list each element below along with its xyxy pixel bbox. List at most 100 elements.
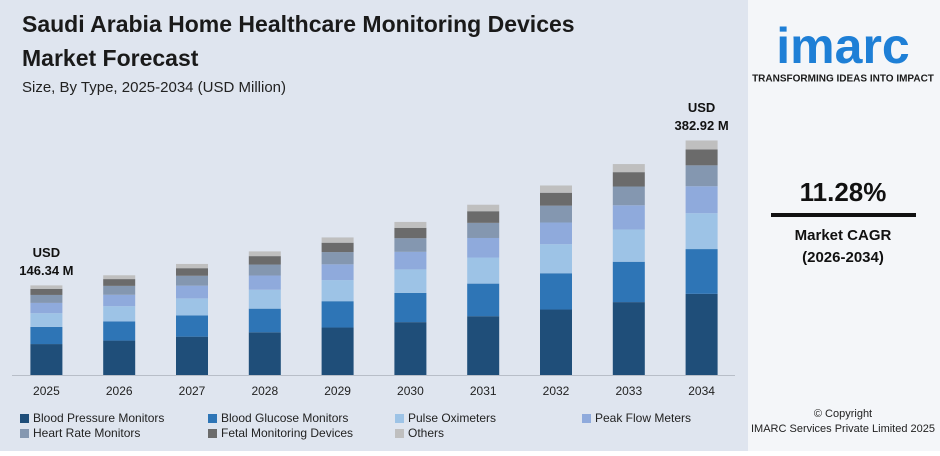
annotation: 146.34 M (19, 263, 73, 278)
bar-segment (612, 164, 645, 173)
x-tick-label: 2034 (688, 384, 715, 398)
sidebar-background (748, 0, 940, 451)
bar-segment (612, 172, 645, 187)
bar-segment (321, 237, 354, 243)
bar-segment (540, 192, 572, 206)
legend-swatch (395, 414, 404, 423)
bar-segment (321, 264, 354, 281)
bar-segment (540, 309, 572, 375)
bar-segment (30, 285, 63, 289)
bar-segment (321, 242, 354, 253)
chart-title: Saudi Arabia Home Healthcare Monitoring … (22, 11, 575, 37)
x-tick-label: 2033 (615, 384, 642, 398)
chart-title: Market Forecast (22, 45, 199, 71)
bar-segment (467, 204, 500, 212)
annotation: 382.92 M (674, 118, 728, 133)
bar-segment (176, 298, 208, 316)
divider (771, 213, 916, 217)
bar-segment (103, 294, 136, 307)
bar-segment (321, 252, 354, 265)
company: IMARC Services Private Limited 2025 (751, 423, 935, 435)
bar-segment (30, 302, 63, 314)
legend-label: Blood Glucose Monitors (221, 411, 348, 425)
legend-label: Peak Flow Meters (595, 411, 691, 425)
legend-swatch (208, 414, 217, 423)
bar-segment (103, 321, 136, 341)
legend-swatch (395, 429, 404, 438)
bar-segment (394, 269, 427, 293)
bar-segment (30, 344, 63, 375)
bar-segment (394, 292, 427, 323)
bar-segment (685, 165, 718, 187)
bar-segment (248, 332, 281, 375)
bar-segment (176, 275, 208, 286)
bar-segment (248, 289, 281, 309)
bar-segment (394, 221, 427, 228)
legend-swatch (20, 429, 29, 438)
bar-segment (540, 244, 572, 274)
bar-segment (612, 261, 645, 303)
x-tick-label: 2025 (33, 384, 60, 398)
bar-segment (467, 222, 500, 238)
tagline: TRANSFORMING IDEAS INTO IMPACT (752, 74, 934, 85)
bar-segment (394, 322, 427, 375)
bar-segment (612, 229, 645, 262)
bar-segment (467, 316, 500, 375)
legend-label: Blood Pressure Monitors (33, 411, 164, 425)
bar-segment (394, 227, 427, 239)
cagr-period: (2026-2034) (802, 249, 884, 266)
x-tick-label: 2031 (470, 384, 497, 398)
bar-segment (612, 186, 645, 206)
legend-swatch (582, 414, 591, 423)
legend-label: Pulse Oximeters (408, 411, 496, 425)
bar-segment (103, 306, 136, 322)
bar-segment (540, 205, 572, 223)
bar-segment (685, 186, 718, 214)
bar-segment (248, 251, 281, 257)
x-tick-label: 2030 (397, 384, 424, 398)
bar-segment (176, 268, 208, 276)
legend-label: Heart Rate Monitors (33, 426, 140, 440)
legend-label: Others (408, 426, 444, 440)
bar-segment (30, 288, 63, 295)
bar-segment (321, 280, 354, 302)
bar-segment (540, 273, 572, 310)
bar-segment (176, 263, 208, 269)
bar-segment (612, 205, 645, 230)
bar-segment (685, 149, 718, 166)
legend-swatch (208, 429, 217, 438)
bar-segment (248, 256, 281, 265)
bar-segment (103, 279, 136, 286)
bar-segment (540, 222, 572, 245)
annotation: USD (688, 100, 715, 115)
bar-segment (685, 140, 718, 150)
bar-segment (30, 313, 63, 327)
bar-segment (103, 340, 136, 375)
bar-segment (248, 264, 281, 276)
bar-segment (248, 308, 281, 333)
x-tick-label: 2027 (179, 384, 206, 398)
bar-segment (30, 326, 63, 345)
bar-segment (321, 327, 354, 375)
bar-segment (467, 283, 500, 317)
bar-segment (176, 315, 208, 337)
x-tick-label: 2029 (324, 384, 351, 398)
bar-segment (103, 285, 136, 295)
cagr-label: Market CAGR (795, 227, 892, 244)
bar-segment (30, 294, 63, 303)
bar-segment (685, 293, 718, 375)
bar-segment (248, 275, 281, 290)
cagr-value: 11.28% (800, 177, 887, 207)
bar-segment (394, 251, 427, 270)
chart-subtitle: Size, By Type, 2025-2034 (USD Million) (22, 79, 286, 96)
annotation: USD (33, 245, 60, 260)
bar-segment (176, 336, 208, 375)
legend-label: Fetal Monitoring Devices (221, 426, 353, 440)
x-tick-label: 2032 (543, 384, 570, 398)
legend-swatch (20, 414, 29, 423)
x-tick-label: 2026 (106, 384, 133, 398)
bar-segment (685, 213, 718, 250)
x-tick-label: 2028 (251, 384, 278, 398)
